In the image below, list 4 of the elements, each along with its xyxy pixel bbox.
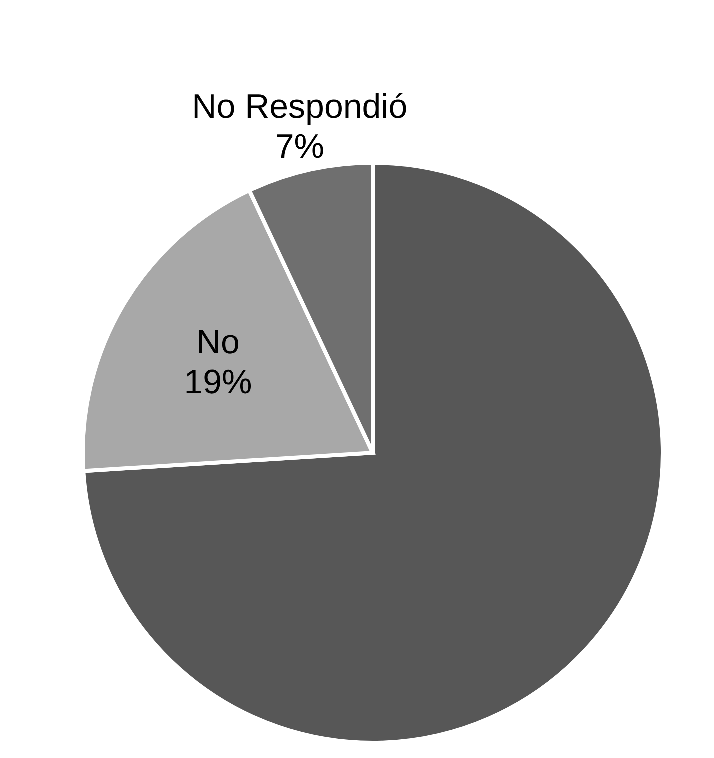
slice-label: No	[196, 323, 240, 362]
data-label: 19%	[184, 363, 252, 402]
slice-label: No Respondió	[192, 88, 408, 126]
data-label: 7%	[275, 128, 324, 166]
